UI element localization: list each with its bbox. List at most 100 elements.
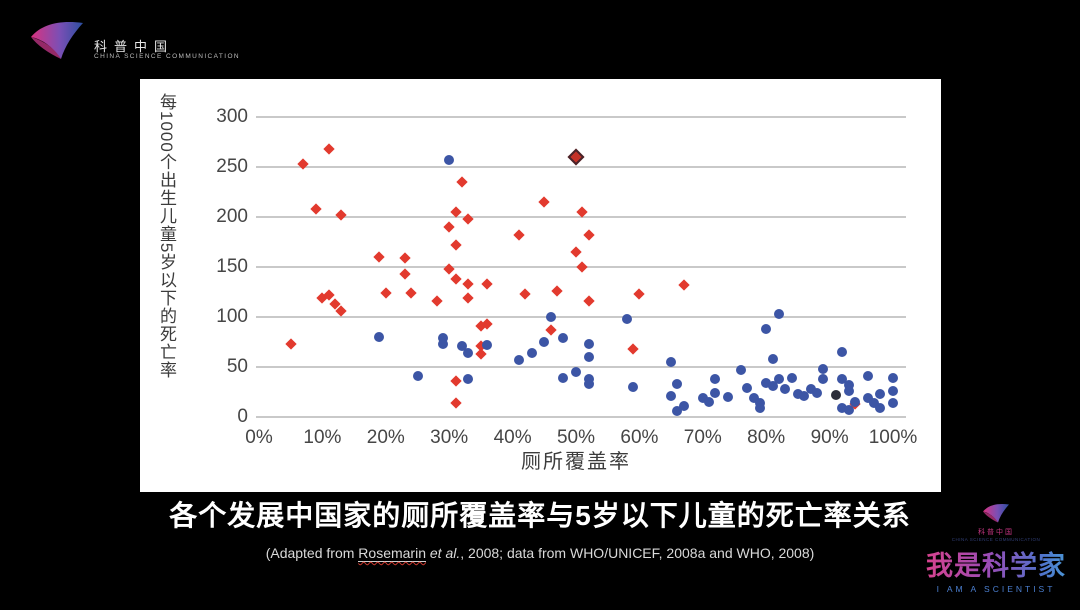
source-prefix: (Adapted from bbox=[265, 545, 359, 561]
data-point-red-diamond-countries bbox=[405, 287, 417, 299]
data-point-blue-circle-countries bbox=[862, 371, 873, 381]
y-tick-label: 100 bbox=[216, 306, 248, 327]
data-point-blue-circle-countries bbox=[513, 355, 524, 365]
data-point-blue-circle-countries bbox=[786, 373, 797, 383]
data-point-blue-circle-countries bbox=[799, 391, 810, 401]
scientist-mini-en: CHINA SCIENCE COMMUNICATION bbox=[951, 537, 1041, 542]
data-point-blue-circle-countries bbox=[837, 347, 848, 357]
data-point-blue-circle-countries bbox=[558, 333, 569, 343]
logo-title-cn: 科普中国 bbox=[94, 39, 175, 54]
data-point-blue-circle-countries bbox=[463, 348, 474, 358]
data-point-blue-circle-countries bbox=[843, 386, 854, 396]
data-point-red-diamond-countries bbox=[583, 295, 595, 307]
data-point-blue-circle-countries bbox=[761, 324, 772, 334]
data-point-red-diamond-countries bbox=[513, 229, 525, 241]
gridline bbox=[256, 316, 906, 318]
data-point-blue-circle-countries bbox=[666, 391, 677, 401]
data-point-blue-circle-countries bbox=[621, 314, 632, 324]
data-point-blue-circle-countries bbox=[463, 374, 474, 384]
data-point-blue-circle-countries bbox=[888, 398, 898, 408]
data-point-blue-circle-countries bbox=[539, 337, 550, 347]
y-tick-label: 0 bbox=[237, 406, 248, 427]
data-point-blue-circle-countries bbox=[444, 155, 455, 165]
data-point-red-diamond-countries bbox=[583, 229, 595, 241]
data-point-blue-circle-countries bbox=[875, 389, 886, 399]
data-point-blue-circle-countries bbox=[723, 392, 734, 402]
butterfly-icon-small bbox=[981, 502, 1011, 529]
data-point-blue-circle-countries bbox=[678, 401, 689, 411]
data-point-red-diamond-countries bbox=[519, 288, 531, 300]
data-point-blue-circle-countries bbox=[843, 380, 854, 390]
data-point-blue-circle-countries bbox=[792, 389, 803, 399]
data-point-blue-circle-countries bbox=[558, 373, 569, 383]
data-point-blue-circle-countries bbox=[888, 373, 898, 383]
data-point-red-diamond-countries bbox=[323, 143, 335, 155]
data-point-blue-circle-countries bbox=[672, 379, 683, 389]
logo-subtitle-en: CHINA SCIENCE COMMUNICATION bbox=[94, 53, 241, 60]
gridline bbox=[256, 366, 906, 368]
y-axis-title: 每1000个出生儿童5岁以下的死亡率 bbox=[157, 93, 176, 380]
data-point-blue-circle-countries bbox=[412, 371, 423, 381]
y-tick-label: 250 bbox=[216, 156, 248, 177]
data-point-blue-circle-countries bbox=[571, 367, 581, 377]
x-tick-label: 60% bbox=[620, 427, 659, 448]
data-point-blue-circle-countries bbox=[837, 403, 848, 413]
data-point-blue-circle-countries bbox=[888, 386, 898, 396]
data-point-red-diamond-countries bbox=[481, 278, 493, 290]
data-point-blue-circle-countries bbox=[875, 403, 886, 413]
scientist-brand-cn: 我是科学家 bbox=[918, 544, 1074, 583]
data-point-blue-circle-countries bbox=[862, 393, 873, 403]
data-point-red-diamond-countries bbox=[633, 288, 646, 300]
x-tick-label: 50% bbox=[556, 427, 596, 448]
data-point-red-diamond-countries bbox=[570, 246, 582, 258]
source-author: Rosemarin bbox=[358, 545, 426, 562]
data-point-blue-circle-countries bbox=[868, 398, 879, 408]
x-tick-label: 80% bbox=[747, 427, 786, 448]
data-point-red-diamond-countries bbox=[462, 278, 474, 290]
data-point-red-diamond-countries bbox=[551, 285, 563, 297]
data-point-red-diamond-countries bbox=[285, 338, 297, 350]
data-point-red-diamond-countries bbox=[449, 273, 462, 285]
chart-panel: 每1000个出生儿童5岁以下的死亡率 厕所覆盖率 300 250 200 150 100… bbox=[140, 79, 941, 492]
data-point-red-diamond-countries bbox=[462, 292, 474, 304]
gridline bbox=[256, 166, 906, 168]
scientist-brand-en: I AM A SCIENTIST bbox=[936, 584, 1056, 594]
data-point-blue-circle-countries bbox=[767, 381, 778, 391]
x-tick-label: 70% bbox=[683, 427, 722, 448]
data-point-red-diamond-countries bbox=[373, 251, 386, 263]
data-point-red-diamond-countries bbox=[380, 287, 392, 299]
data-point-blue-circle-countries bbox=[583, 339, 594, 349]
data-point-blue-circle-countries bbox=[672, 406, 683, 416]
data-point-blue-circle-countries bbox=[754, 403, 765, 413]
data-point-blue-circle-countries bbox=[710, 374, 721, 384]
data-point-red-diamond-countries bbox=[449, 375, 462, 387]
data-point-blue-circle-countries bbox=[583, 352, 594, 362]
data-point-blue-circle-countries bbox=[849, 397, 860, 407]
data-point-blue-circle-countries bbox=[437, 339, 448, 349]
data-point-blue-circle-countries bbox=[818, 364, 829, 374]
data-point-blue-circle-countries bbox=[773, 309, 784, 319]
data-point-blue-circle-countries bbox=[666, 357, 677, 367]
data-point-blue-circle-countries bbox=[583, 379, 594, 389]
data-point-red-diamond-countries bbox=[430, 295, 443, 307]
data-point-red-diamond-countries bbox=[449, 239, 462, 251]
data-point-red-diamond-countries bbox=[627, 343, 639, 355]
data-point-blue-circle-countries bbox=[773, 374, 784, 384]
data-point-red-diamond-countries bbox=[544, 324, 557, 336]
data-point-blue-circle-countries bbox=[704, 397, 715, 407]
data-point-blue-circle-countries bbox=[374, 332, 385, 342]
x-tick-label: 20% bbox=[366, 427, 405, 448]
x-tick-label: 0% bbox=[245, 427, 273, 448]
x-tick-label: 100% bbox=[868, 427, 918, 448]
x-tick-label: 90% bbox=[810, 427, 849, 448]
scientist-logo: 科普中国 CHINA SCIENCE COMMUNICATION 我是科学家 I… bbox=[918, 500, 1074, 600]
data-point-red-diamond-countries bbox=[310, 203, 322, 215]
y-tick-label: 200 bbox=[216, 206, 248, 227]
data-point-dark-circle-country bbox=[830, 390, 841, 400]
data-point-red-diamond-countries bbox=[538, 196, 550, 208]
data-point-blue-circle-countries bbox=[818, 374, 829, 384]
data-point-red-diamond-countries bbox=[399, 252, 411, 264]
data-point-blue-circle-countries bbox=[482, 340, 493, 350]
gridline bbox=[256, 116, 906, 118]
